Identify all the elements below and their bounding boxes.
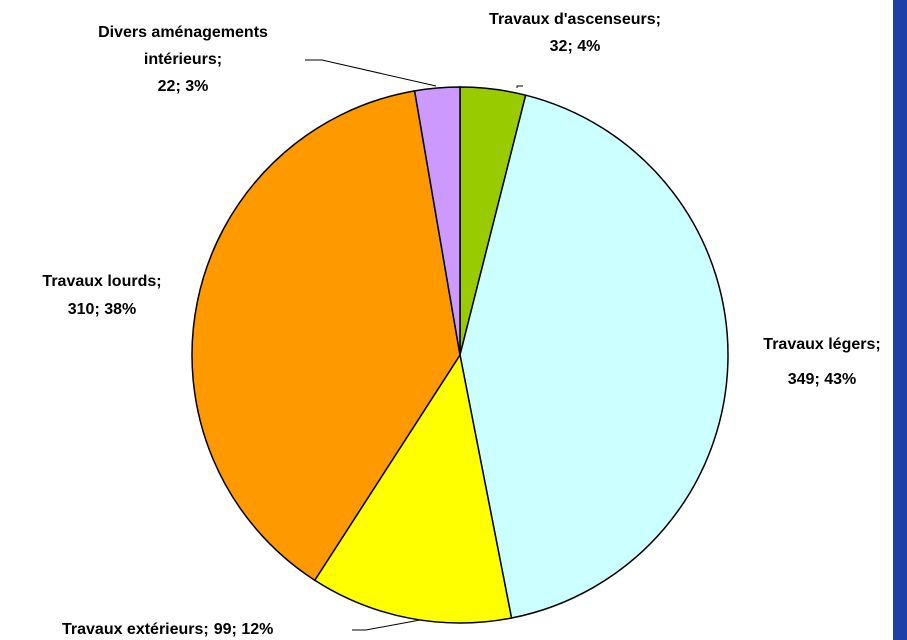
slice [313, 353, 513, 624]
slice-label: Travaux lourds; [42, 273, 161, 290]
leader-line [305, 59, 437, 87]
slice-label: Divers aménagements intérieurs; [98, 24, 268, 68]
slice-label: Travaux d'ascenseurs; [489, 11, 661, 28]
slice-label: Travaux légers; [763, 336, 880, 353]
leader-line [352, 619, 421, 631]
slice [413, 86, 461, 356]
leader-line [516, 85, 523, 88]
side-bar [893, 0, 907, 640]
slice [459, 94, 729, 619]
slice-label-group: Travaux extérieurs; 99; 12% [62, 621, 273, 638]
value-label: 22; 3% [157, 78, 209, 95]
value-label: 32; 4% [550, 38, 601, 55]
value-label: 349; 43% [788, 371, 857, 388]
value-label: 310; 38% [68, 301, 137, 318]
slice-label: Travaux extérieurs; [62, 621, 209, 638]
value-label: 99; 12% [214, 621, 274, 638]
slices [191, 86, 729, 624]
slice [191, 90, 461, 582]
